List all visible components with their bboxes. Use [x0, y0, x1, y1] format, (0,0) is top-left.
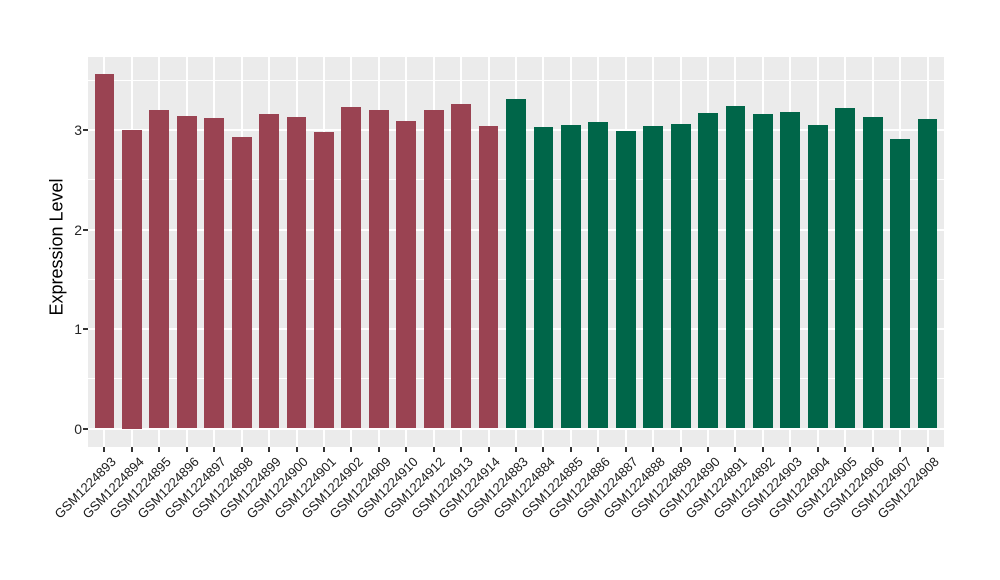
- y-tick-mark: [83, 427, 88, 430]
- x-tick-mark: [844, 447, 847, 452]
- x-tick-mark: [569, 447, 572, 452]
- x-tick-mark: [130, 447, 133, 452]
- x-tick-mark: [871, 447, 874, 452]
- x-tick-mark: [816, 447, 819, 452]
- x-tick-mark: [761, 447, 764, 452]
- bar: [478, 126, 499, 429]
- x-tick-mark: [295, 447, 298, 452]
- bar: [753, 114, 773, 429]
- bar: [176, 116, 197, 429]
- x-tick-mark: [734, 447, 737, 452]
- bar: [725, 106, 746, 429]
- x-tick-mark: [268, 447, 271, 452]
- bar: [121, 130, 142, 429]
- bar: [341, 107, 362, 429]
- y-tick-mark: [83, 228, 88, 231]
- bar: [368, 110, 389, 429]
- x-tick-mark: [542, 447, 545, 452]
- x-tick-mark: [158, 447, 161, 452]
- bar: [807, 125, 828, 429]
- x-tick-mark: [103, 447, 106, 452]
- x-tick-mark: [377, 447, 380, 452]
- y-axis-title: Expression Level: [46, 178, 67, 316]
- bar: [780, 112, 801, 429]
- x-tick-mark: [487, 447, 490, 452]
- y-tick-label: 1: [74, 321, 82, 337]
- bar: [862, 117, 883, 429]
- x-tick-mark: [679, 447, 682, 452]
- x-tick-mark: [432, 447, 435, 452]
- x-tick-mark: [350, 447, 353, 452]
- y-tick-mark: [83, 129, 88, 131]
- bar: [451, 104, 472, 429]
- bar: [643, 126, 664, 429]
- bar: [698, 113, 718, 429]
- x-tick-mark: [515, 447, 517, 452]
- bar: [506, 99, 526, 429]
- bar: [670, 124, 691, 429]
- bar: [533, 127, 554, 429]
- y-tick-label: 3: [74, 122, 82, 138]
- y-tick-label: 0: [74, 420, 82, 437]
- bar: [149, 110, 170, 429]
- bar: [423, 110, 444, 429]
- bar: [286, 117, 307, 429]
- bar: [396, 121, 417, 429]
- x-tick-mark: [926, 447, 929, 452]
- bar: [259, 114, 279, 429]
- x-tick-mark: [597, 447, 600, 452]
- x-tick-mark: [240, 447, 243, 452]
- x-tick-mark: [789, 447, 792, 452]
- x-tick-mark: [213, 447, 216, 452]
- bar: [204, 118, 225, 429]
- bar: [615, 130, 636, 429]
- x-tick-mark: [460, 447, 463, 452]
- plot-panel: [88, 57, 944, 447]
- y-tick-mark: [83, 328, 88, 330]
- x-tick-mark: [185, 447, 188, 452]
- bar: [917, 119, 938, 429]
- x-tick-mark: [405, 447, 408, 452]
- x-tick-mark: [624, 447, 627, 452]
- x-tick-mark: [652, 447, 655, 452]
- bar: [314, 131, 334, 429]
- bar: [231, 136, 252, 429]
- y-tick-label: 2: [74, 221, 82, 238]
- x-tick-mark: [899, 447, 902, 452]
- bar: [835, 108, 856, 429]
- x-tick-mark: [322, 447, 325, 452]
- x-tick-mark: [707, 447, 710, 452]
- bar: [588, 122, 609, 429]
- bar: [890, 138, 910, 429]
- bar: [94, 74, 115, 429]
- bar: [560, 125, 581, 429]
